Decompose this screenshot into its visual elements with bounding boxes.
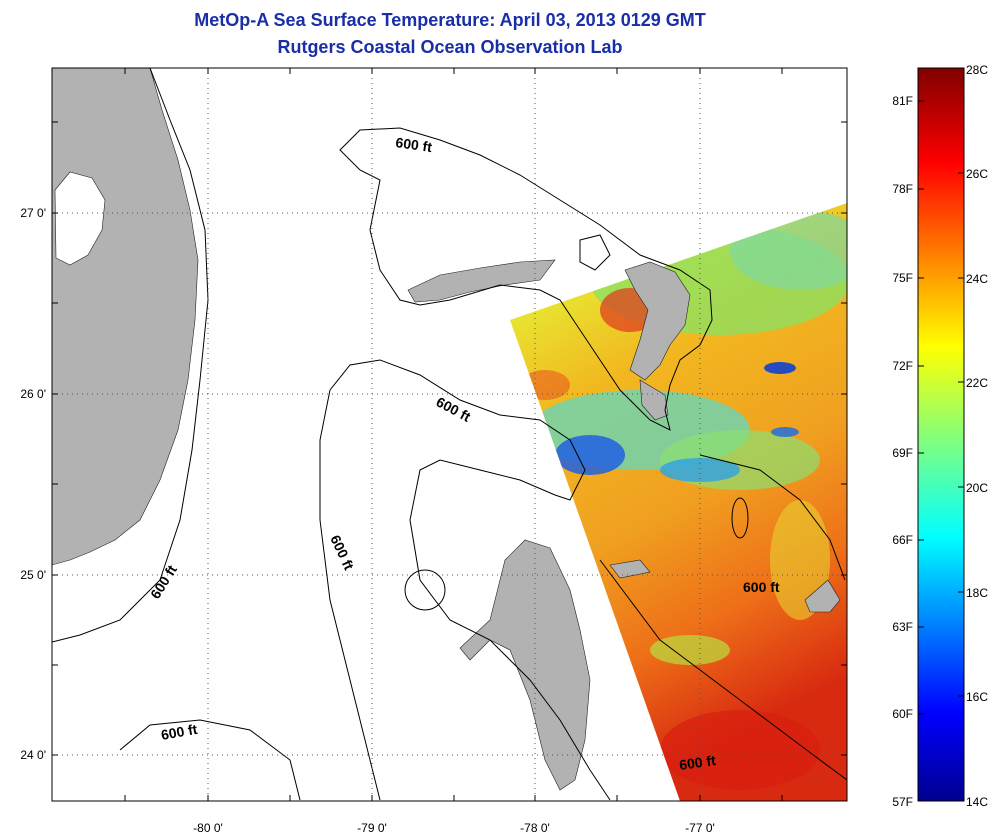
colorbar-c-18: 18C <box>966 586 988 600</box>
bathymetry-contours <box>52 68 847 801</box>
colorbar-ticks <box>918 67 964 715</box>
cat-island-land <box>804 579 841 613</box>
contour-label-5: 600 ft <box>743 579 780 595</box>
contour-label-2: 600 ft <box>434 394 474 425</box>
contour-seamount <box>404 569 446 611</box>
florida-land <box>52 68 199 566</box>
abaco-land <box>624 261 691 381</box>
exumas-land <box>609 559 651 579</box>
map-title: MetOp-A Sea Surface Temperature: April 0… <box>194 10 706 30</box>
colorbar-f-81: 81F <box>892 94 913 108</box>
andros-land <box>459 539 591 791</box>
graticule <box>52 68 847 801</box>
contour-label-4: 600 ft <box>147 562 180 602</box>
map-frame <box>51 67 848 802</box>
colorbar-f-72: 72F <box>892 359 913 373</box>
contour-northwest-channel <box>579 234 611 271</box>
axis-ticks <box>52 68 847 801</box>
colorbar-gradient <box>917 67 965 802</box>
colorbar-c-24: 24C <box>966 272 988 286</box>
contour-label-6: 600 ft <box>678 752 717 773</box>
contour-florida-shelf <box>52 68 209 643</box>
lon-label-77: -77 0' <box>685 821 715 835</box>
colorbar-c-28: 28C <box>966 63 988 77</box>
colorbar-f-75: 75F <box>892 271 913 285</box>
contour-tongue-of-ocean <box>699 454 846 581</box>
colorbar-f-66: 66F <box>892 533 913 547</box>
colorbar: 28C 26C 24C 22C 20C 18C 16C 14C 81F 78F … <box>892 63 988 809</box>
lat-label-24: 24 0' <box>20 748 46 762</box>
lon-label-79: -79 0' <box>357 821 387 835</box>
contour-small-bank <box>731 497 749 539</box>
colorbar-c-16: 16C <box>966 690 988 704</box>
lat-label-25: 25 0' <box>20 568 46 582</box>
map-subtitle: Rutgers Coastal Ocean Observation Lab <box>277 37 623 57</box>
colorbar-c-26: 26C <box>966 167 988 181</box>
colorbar-c-20: 20C <box>966 481 988 495</box>
contour-little-bahama-bank <box>339 127 713 431</box>
grand-bahama-land <box>407 259 556 303</box>
contour-label-1: 600 ft <box>395 134 434 155</box>
contour-label-7: 600 ft <box>160 721 199 743</box>
lat-label-26: 26 0' <box>20 387 46 401</box>
lon-label-80: -80 0' <box>193 821 223 835</box>
colorbar-f-63: 63F <box>892 620 913 634</box>
contour-west-andros <box>319 389 381 801</box>
colorbar-f-69: 69F <box>892 446 913 460</box>
lake-okeechobee <box>54 171 106 266</box>
lon-label-78: -78 0' <box>520 821 550 835</box>
colorbar-c-22: 22C <box>966 376 988 390</box>
colorbar-c-14: 14C <box>966 795 988 809</box>
contour-great-bahama-bank-north <box>329 359 611 801</box>
eleuthera-land <box>639 379 669 421</box>
contour-label-3: 600 ft <box>327 533 357 573</box>
colorbar-f-60: 60F <box>892 707 913 721</box>
colorbar-f-78: 78F <box>892 182 913 196</box>
colorbar-f-57: 57F <box>892 795 913 809</box>
contour-cay-sal-bank <box>119 719 301 801</box>
contour-exuma-sound <box>599 559 847 781</box>
lat-label-27: 27 0' <box>20 206 46 220</box>
